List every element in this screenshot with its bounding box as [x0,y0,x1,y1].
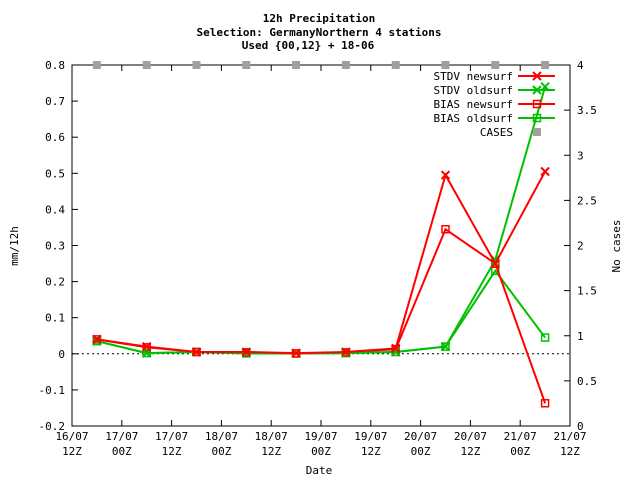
y2-tick-label: 0 [577,420,584,433]
y-tick-label: 0.7 [45,95,65,108]
data-point [441,61,450,69]
title-line-3: Used {00,12} + 18-06 [242,39,375,52]
series-bias-oldsurf [92,266,550,358]
y2-tick-label: 3 [577,149,584,162]
data-point [440,341,451,352]
legend-swatch-marker [532,99,542,109]
x-tick-label: 20/07 [454,430,487,443]
legend-swatch-marker [532,71,542,81]
data-point [491,61,500,69]
data-point [192,61,201,69]
y-tick-label: 0.4 [45,203,65,216]
y-tick-label: -0.1 [39,384,66,397]
data-point [291,348,301,358]
x-axis-label: Date [306,464,333,477]
y-tick-label: 0.5 [45,167,65,180]
x-tick-label: 17/07 [105,430,138,443]
data-point [141,341,152,352]
y-tick-label: 0.6 [45,131,65,144]
x-tick-label: 19/07 [354,430,387,443]
legend-swatch-marker [533,128,541,136]
y2-tick-label: 4 [577,59,584,72]
y2-tick-label: 1.5 [577,285,597,298]
data-point [142,61,151,69]
legend-label: STDV newsurf [434,70,513,83]
x-tick-label: 00Z [411,445,431,458]
y-tick-label: 0.3 [45,240,65,253]
x-tick-label: 00Z [510,445,530,458]
data-point [490,258,501,269]
title-line-1: 12h Precipitation [263,12,376,25]
data-point [540,166,550,177]
data-point [92,61,101,69]
series-bias-newsurf [92,225,550,408]
axes: -0.2 -0.1 0 0.1 0.2 0.3 0.4 0.5 0.6 0.7 0.8 0 0.5 1 1.… [39,59,597,458]
y2-tick-label: 2.5 [577,194,597,207]
x-tick-label: 12Z [62,445,82,458]
y-tick-label: -0.2 [39,420,66,433]
x-tick-label: 12Z [460,445,480,458]
series-line [96,86,547,355]
series-line [96,269,546,355]
y2-axis-label: No cases [610,220,623,273]
x-tick-label: 12Z [162,445,182,458]
data-point [92,336,102,346]
data-point [540,399,550,408]
x-tick-label: 20/07 [404,430,437,443]
data-point [540,333,550,342]
legend-label: BIAS oldsurf [434,112,513,125]
data-point [241,347,252,357]
data-point [391,61,400,69]
legend-label: STDV oldsurf [434,84,513,97]
y2-tick-label: 0.5 [577,375,597,388]
x-tick-label: 18/07 [255,430,288,443]
x-tick-label: 21/07 [553,430,586,443]
data-point [92,334,102,345]
x-tick-label: 00Z [211,445,231,458]
x-tick-label: 17/07 [155,430,188,443]
data-point [292,61,301,69]
series-cases [92,61,550,69]
y-tick-label: 0.8 [45,59,65,72]
title-line-2: Selection: GermanyNorthern 4 stations [196,26,441,39]
x-tick-label: 12Z [261,445,281,458]
x-tick-label: 12Z [560,445,580,458]
data-point [191,347,202,357]
data-point [390,343,401,354]
y-tick-label: 0 [58,348,65,361]
x-tick-label: 18/07 [205,430,238,443]
legend-swatch-marker [532,85,542,95]
chart-title: 12h Precipitation Selection: GermanyNort… [196,12,441,52]
legend-label: CASES [480,126,513,139]
y-tick-label: 0.1 [45,312,65,325]
data-point [441,225,450,234]
series-line [96,171,546,355]
data-point [341,347,351,357]
legend-label: BIAS newsurf [434,98,513,111]
data-point [341,61,350,69]
y-axis-label: mm/12h [8,226,21,266]
y2-tick-label: 2 [577,240,584,253]
series-line [96,227,547,404]
x-tick-label: 19/07 [304,430,337,443]
y2-tick-label: 1 [577,330,584,343]
x-tick-label: 00Z [112,445,132,458]
legend-swatch-marker [532,113,542,123]
y-tick-label: 0.2 [45,276,65,289]
x-tick-label: 12Z [361,445,381,458]
x-tick-label: 21/07 [504,430,537,443]
data-point [440,170,451,180]
y2-tick-label: 3.5 [577,104,597,117]
x-tick-label: 00Z [311,445,331,458]
data-point [541,61,550,69]
x-tick-label: 16/07 [55,430,88,443]
series-stdv-newsurf [92,166,550,358]
series-layer [92,61,550,408]
data-point [242,61,251,69]
